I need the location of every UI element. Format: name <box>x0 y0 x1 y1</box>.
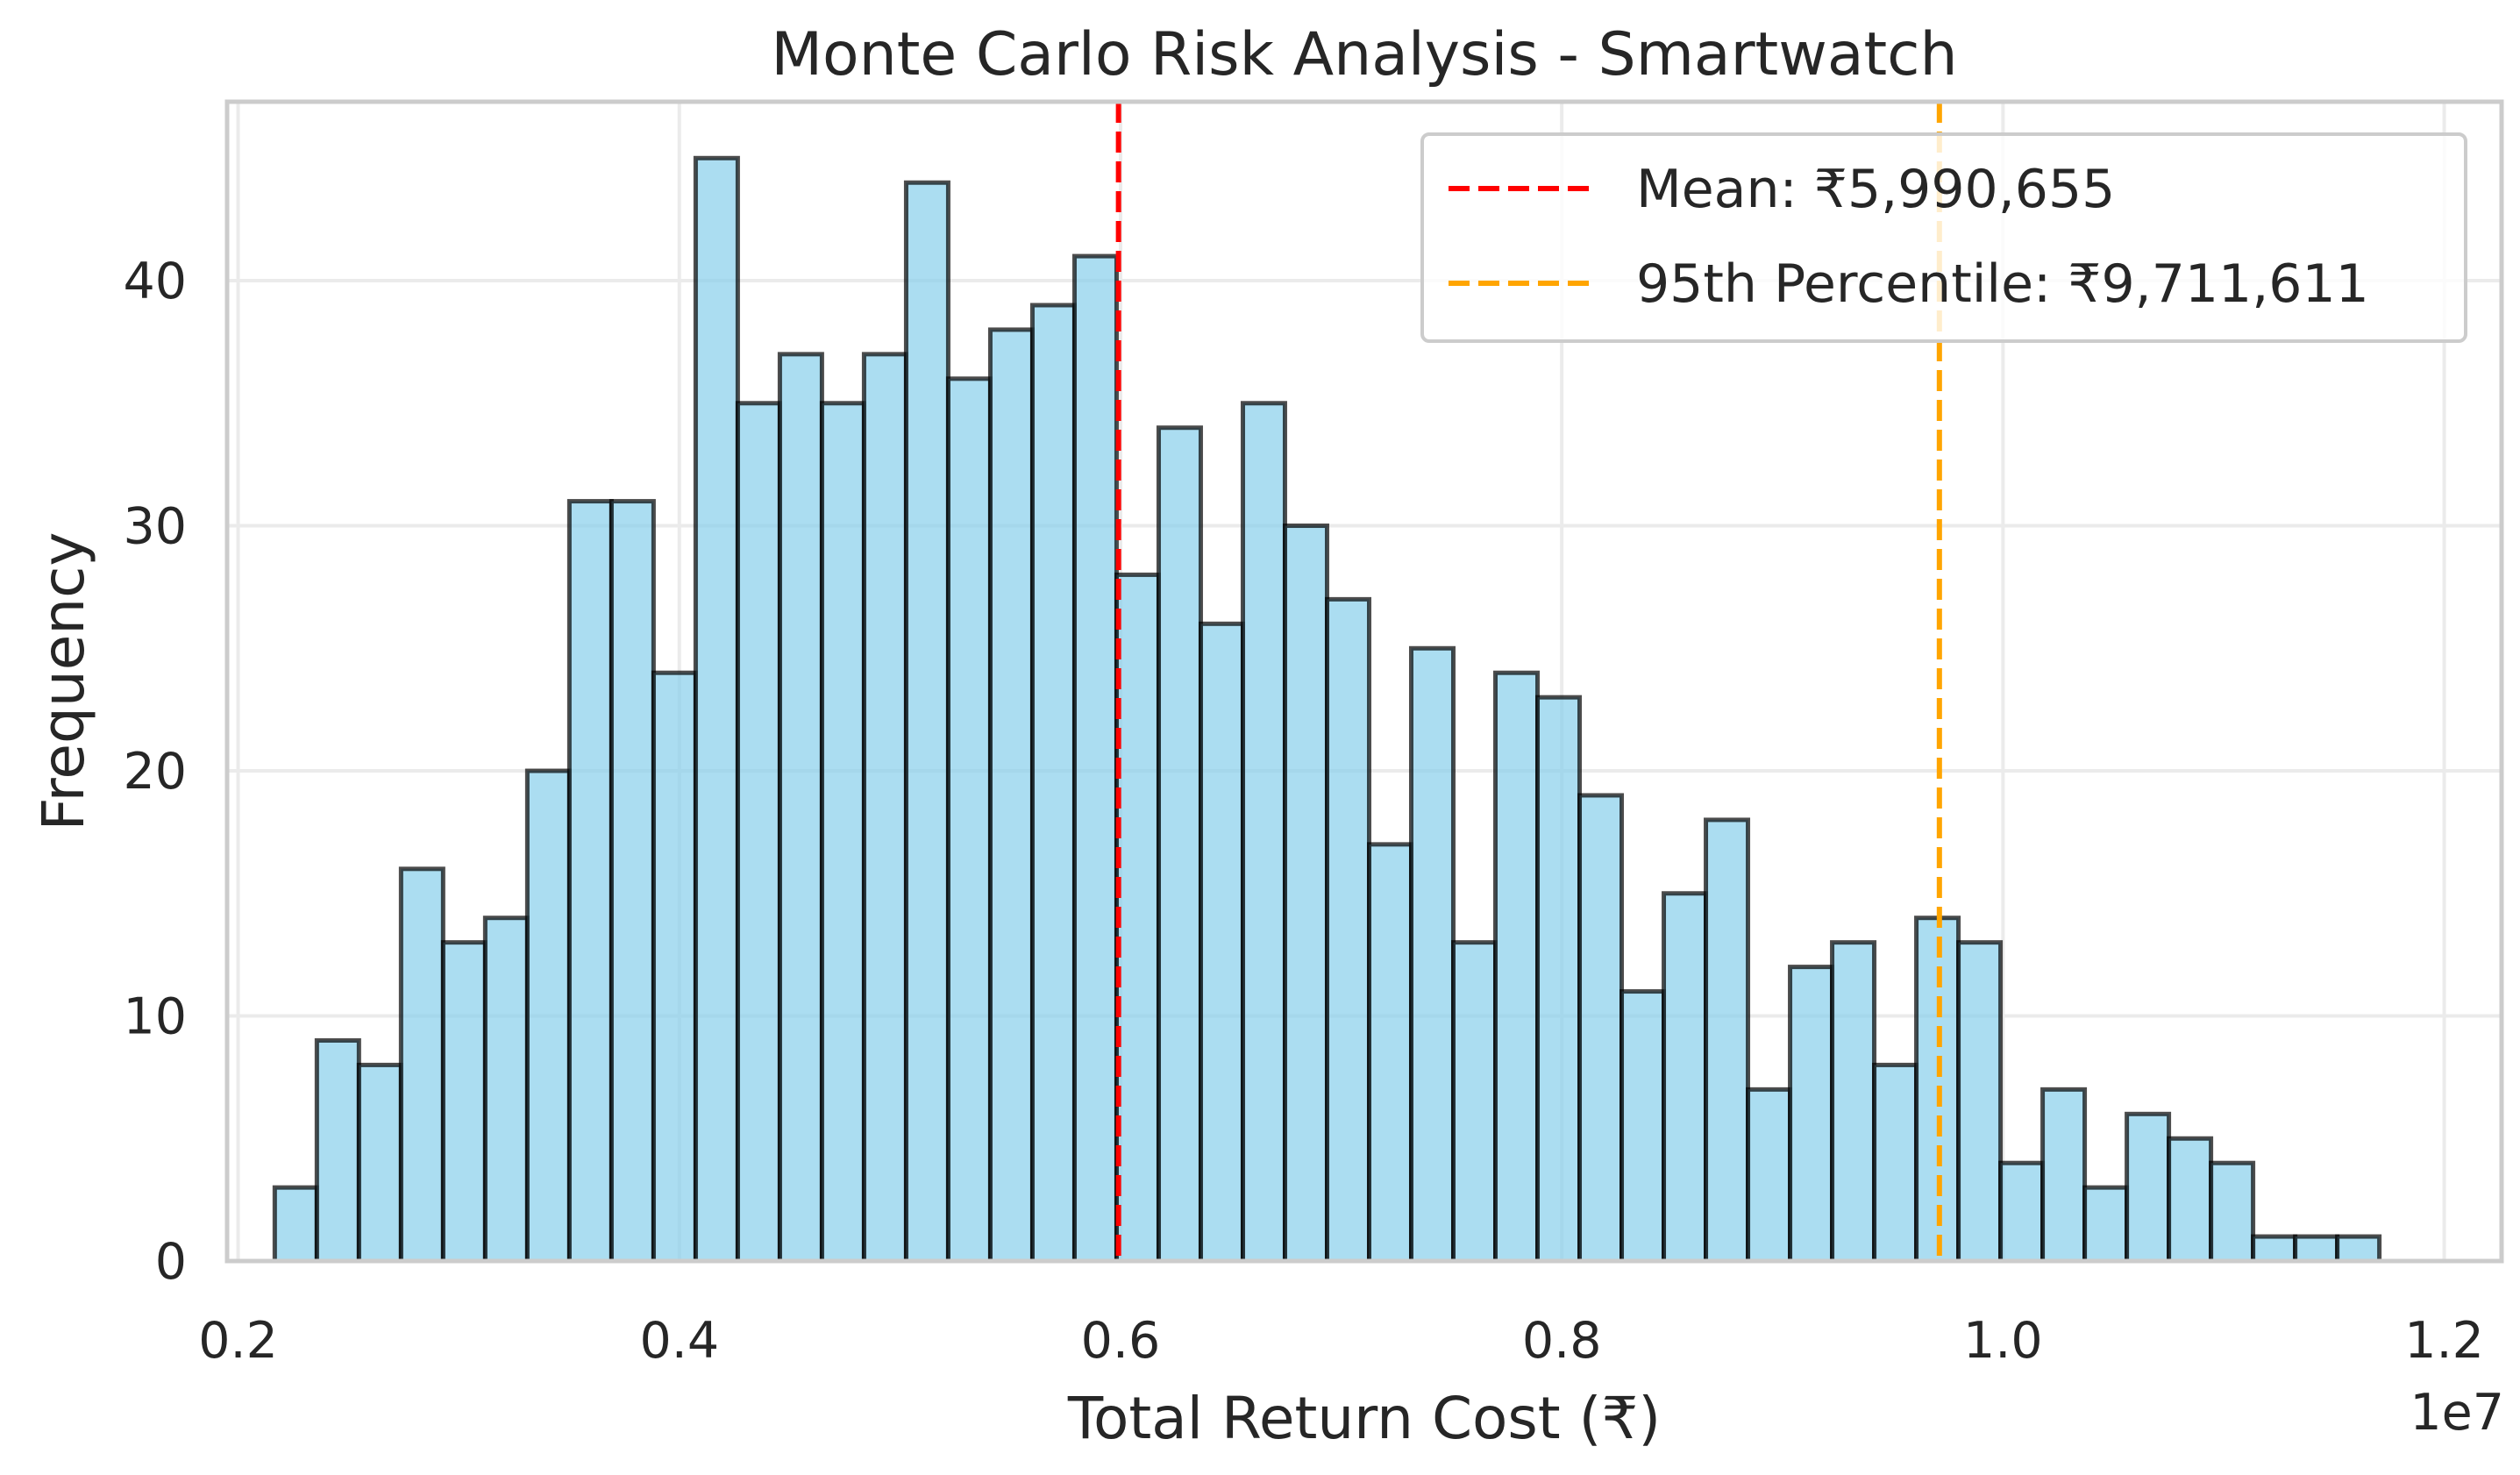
x-tick-labels: 0.2 0.4 0.6 0.8 1.0 1.2 <box>198 1312 2484 1370</box>
y-tick-label: 10 <box>123 988 187 1046</box>
legend-p95-label: 95th Percentile: ₹9,711,611 <box>1636 253 2369 315</box>
histogram-bar <box>398 866 445 1264</box>
histogram-bar <box>1830 940 1877 1264</box>
y-tick-label: 30 <box>123 498 187 556</box>
histogram-bar <box>1408 645 1456 1264</box>
histogram-bar <box>693 155 740 1264</box>
histogram-bar <box>1156 425 1203 1264</box>
histogram-bar <box>440 940 488 1264</box>
y-tick-label: 20 <box>123 743 187 801</box>
x-tick-label: 1.2 <box>2404 1312 2484 1370</box>
histogram-bar <box>1493 670 1541 1264</box>
histogram-bar <box>1577 793 1625 1264</box>
y-axis-label: Frequency <box>30 532 97 831</box>
x-axis-label: Total Return Cost (₹) <box>1067 1385 1661 1452</box>
histogram-bar <box>566 499 614 1264</box>
legend: Mean: ₹5,990,655 95th Percentile: ₹9,711… <box>1420 132 2467 343</box>
x-axis-offset-text: 1e7 <box>2410 1384 2504 1442</box>
histogram-bar <box>1366 842 1413 1264</box>
histogram-bar <box>314 1037 361 1264</box>
histogram-bar <box>272 1185 319 1264</box>
x-tick-label: 0.6 <box>1081 1312 1161 1370</box>
histogram-bar <box>1872 1062 1919 1264</box>
histogram-bar <box>2040 1087 2088 1264</box>
histogram-bar <box>609 499 656 1264</box>
legend-box <box>1420 132 2467 343</box>
histogram-bar <box>1324 596 1371 1264</box>
histogram-bar <box>2293 1234 2340 1264</box>
histogram-bar <box>1240 401 1287 1264</box>
y-tick-labels: 0 10 20 30 40 <box>123 253 187 1291</box>
histogram-bar <box>861 352 908 1264</box>
histogram-bar <box>2125 1111 2172 1264</box>
histogram-bar <box>524 768 572 1264</box>
x-tick-label: 0.8 <box>1522 1312 1602 1370</box>
histogram-bar <box>903 180 950 1264</box>
histogram-bar <box>1114 572 1161 1264</box>
histogram-bar <box>356 1062 403 1264</box>
plot-frame <box>224 99 2504 1264</box>
histogram-bar <box>1071 253 1119 1264</box>
histogram-bar <box>2167 1136 2214 1264</box>
chart-title: Monte Carlo Risk Analysis - Smartwatch <box>771 20 1957 89</box>
x-tick-label: 0.2 <box>198 1312 278 1370</box>
x-tick-label: 0.4 <box>639 1312 719 1370</box>
y-tick-label: 40 <box>123 253 187 310</box>
histogram-bar <box>1535 695 1583 1264</box>
histogram-bar <box>987 327 1035 1264</box>
histogram-bar <box>2209 1160 2256 1264</box>
legend-mean-label: Mean: ₹5,990,655 <box>1636 159 2115 220</box>
y-tick-label: 0 <box>155 1233 187 1291</box>
histogram-bar <box>1998 1160 2046 1264</box>
histogram-bar <box>1788 965 1835 1264</box>
histogram-bar <box>1662 891 1709 1264</box>
histogram-bar <box>1746 1087 1793 1264</box>
histogram-bar <box>945 376 993 1264</box>
histogram-bar <box>1704 817 1751 1264</box>
histogram-bar <box>819 401 866 1264</box>
histogram-bar <box>651 670 698 1264</box>
x-tick-label: 1.0 <box>1963 1312 2043 1370</box>
histogram-bar <box>777 352 824 1264</box>
histogram-bar <box>735 401 782 1264</box>
histogram-bar <box>482 916 530 1264</box>
histogram-bar <box>1619 989 1667 1264</box>
histogram-bar <box>1029 303 1077 1264</box>
histogram-bar <box>2082 1185 2130 1264</box>
histogram-bar <box>2335 1234 2382 1264</box>
histogram-bars <box>272 155 2382 1264</box>
histogram-bar <box>1450 940 1498 1264</box>
histogram-bar <box>1956 940 2004 1264</box>
histogram-bar <box>1198 621 1245 1264</box>
histogram-bar <box>2251 1234 2298 1264</box>
histogram-bar <box>1282 524 1329 1264</box>
